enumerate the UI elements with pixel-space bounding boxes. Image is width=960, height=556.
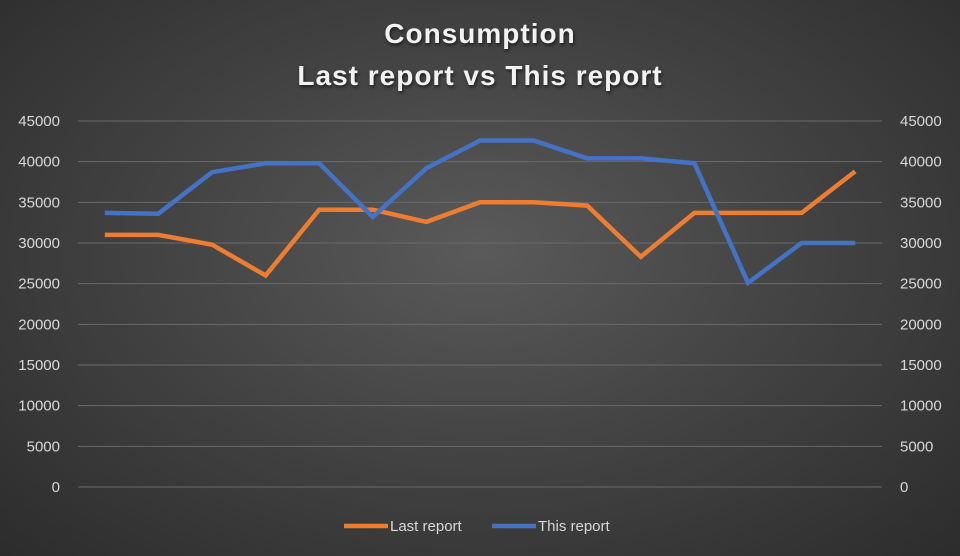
y-tick-label-left: 35000 [18, 194, 60, 211]
y-tick-label-left: 20000 [18, 316, 60, 333]
y-tick-label-left: 0 [52, 479, 60, 496]
y-tick-label-left: 15000 [18, 357, 60, 374]
series-line-this-report [104, 138, 856, 287]
y-tick-label-left: 40000 [18, 154, 60, 171]
y-tick-label-right: 40000 [900, 154, 942, 171]
chart-subtitle: Last report vs This report [297, 60, 663, 91]
y-tick-label-right: 15000 [900, 357, 942, 374]
series-line-last-report [104, 169, 857, 279]
chart-title: Consumption [384, 18, 576, 49]
y-tick-label-left: 45000 [18, 113, 60, 130]
y-tick-label-right: 5000 [900, 438, 933, 455]
y-tick-label-left: 25000 [18, 276, 60, 293]
legend-label-this-report: This report [538, 518, 611, 535]
y-tick-label-right: 45000 [900, 113, 942, 130]
y-tick-label-left: 5000 [27, 438, 60, 455]
y-tick-label-right: 35000 [900, 194, 942, 211]
y-tick-label-right: 30000 [900, 235, 942, 252]
y-tick-label-left: 10000 [18, 398, 60, 415]
y-tick-label-right: 20000 [900, 316, 942, 333]
y-tick-label-left: 30000 [18, 235, 60, 252]
y-tick-label-right: 0 [900, 479, 908, 496]
y-tick-label-right: 25000 [900, 276, 942, 293]
legend-label-last-report: Last report [390, 518, 463, 535]
y-tick-label-right: 10000 [900, 398, 942, 415]
